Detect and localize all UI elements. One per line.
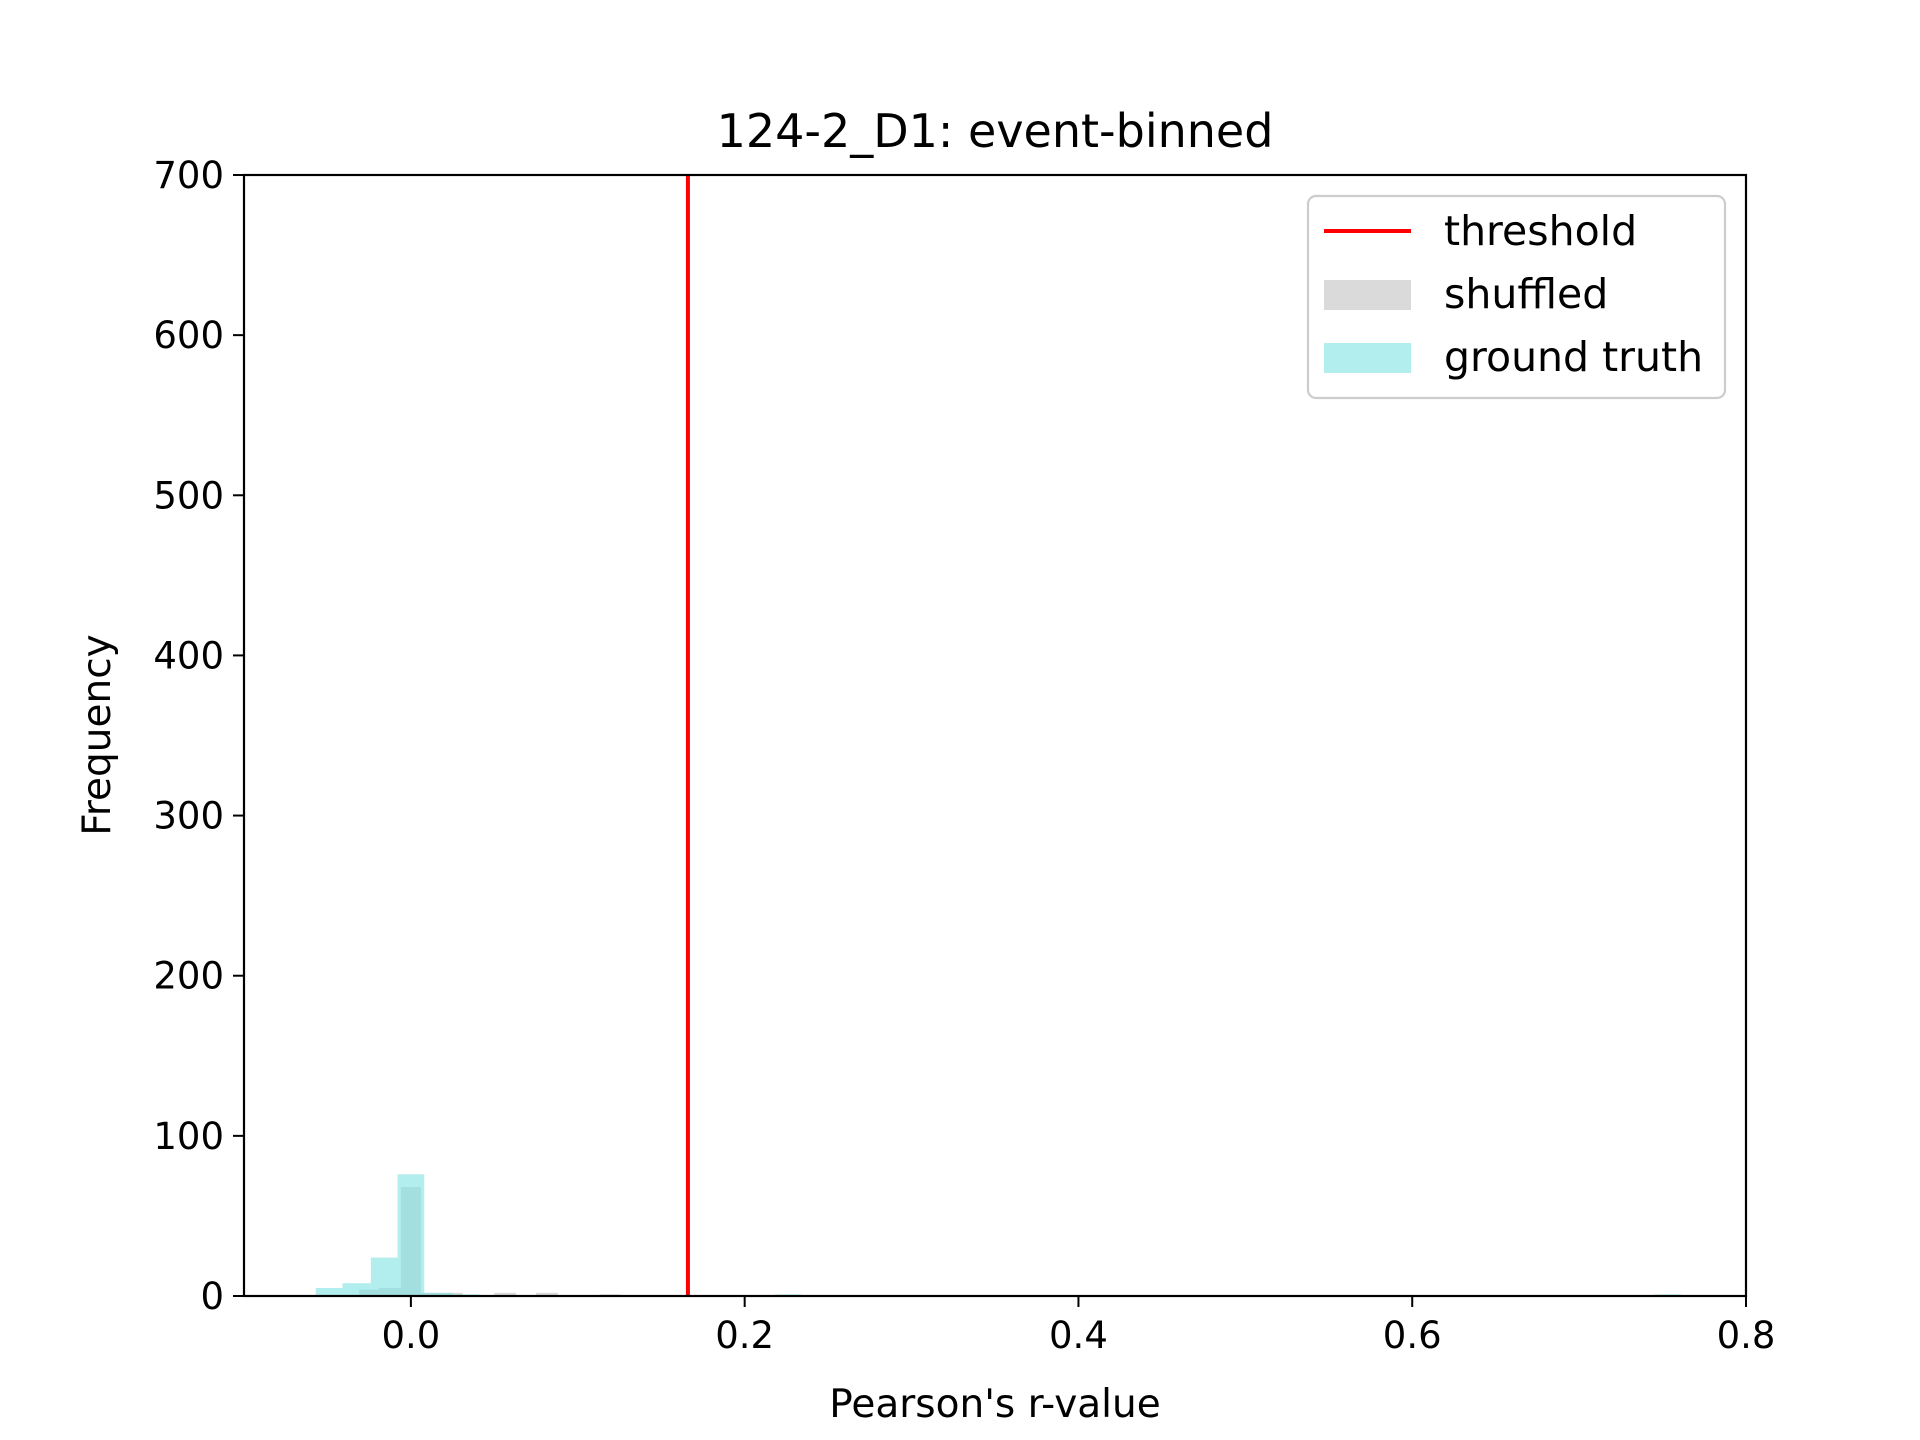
- x-tick-label: 0.0: [381, 1314, 440, 1357]
- shuffled-bar-5: [494, 1292, 517, 1296]
- y-tick-label: 0: [200, 1275, 224, 1318]
- x-tick-label: 0.8: [1717, 1314, 1776, 1357]
- shuffled-bar-6: [536, 1292, 558, 1296]
- x-tick-label: 0.6: [1383, 1314, 1442, 1357]
- y-tick-label: 700: [153, 154, 224, 197]
- legend-frame: [1306, 194, 1727, 400]
- legend: threshold shuffled ground truth: [1306, 194, 1727, 400]
- plot-frame: [242, 173, 1748, 1298]
- ground-truth-bar-1: [342, 1283, 371, 1296]
- ground-truth-bar-2: [370, 1257, 398, 1296]
- y-tick-label: 500: [153, 474, 224, 517]
- legend-threshold-label: threshold: [1444, 207, 1637, 255]
- ground-truth-bar-3: [397, 1174, 425, 1296]
- ground-truth-bars: [315, 1174, 1681, 1296]
- ground-truth-bar-0: [315, 1287, 343, 1296]
- legend-shuffled-label: shuffled: [1444, 270, 1608, 318]
- chart-title: 124-2_D1: event-binned: [717, 104, 1274, 158]
- y-tick-label: 200: [153, 955, 224, 998]
- y-axis-ticks: 0 100 200 300 400 500 600 700: [153, 154, 244, 1318]
- x-tick-label: 0.4: [1049, 1314, 1108, 1357]
- x-axis-ticks: 0.0 0.2 0.4 0.6 0.8: [381, 1296, 1775, 1357]
- y-axis-label: Frequency: [75, 634, 120, 835]
- x-axis-label: Pearson's r-value: [829, 1382, 1160, 1427]
- legend-ground-truth-label: ground truth: [1444, 333, 1703, 381]
- y-tick-label: 300: [153, 795, 224, 838]
- y-tick-label: 400: [153, 634, 224, 677]
- x-tick-label: 0.2: [715, 1314, 774, 1357]
- legend-ground-truth-swatch: [1324, 343, 1411, 373]
- y-tick-label: 600: [153, 314, 224, 357]
- legend-shuffled-swatch: [1324, 280, 1411, 310]
- ground-truth-bar-4: [424, 1292, 453, 1296]
- y-tick-label: 100: [153, 1115, 224, 1158]
